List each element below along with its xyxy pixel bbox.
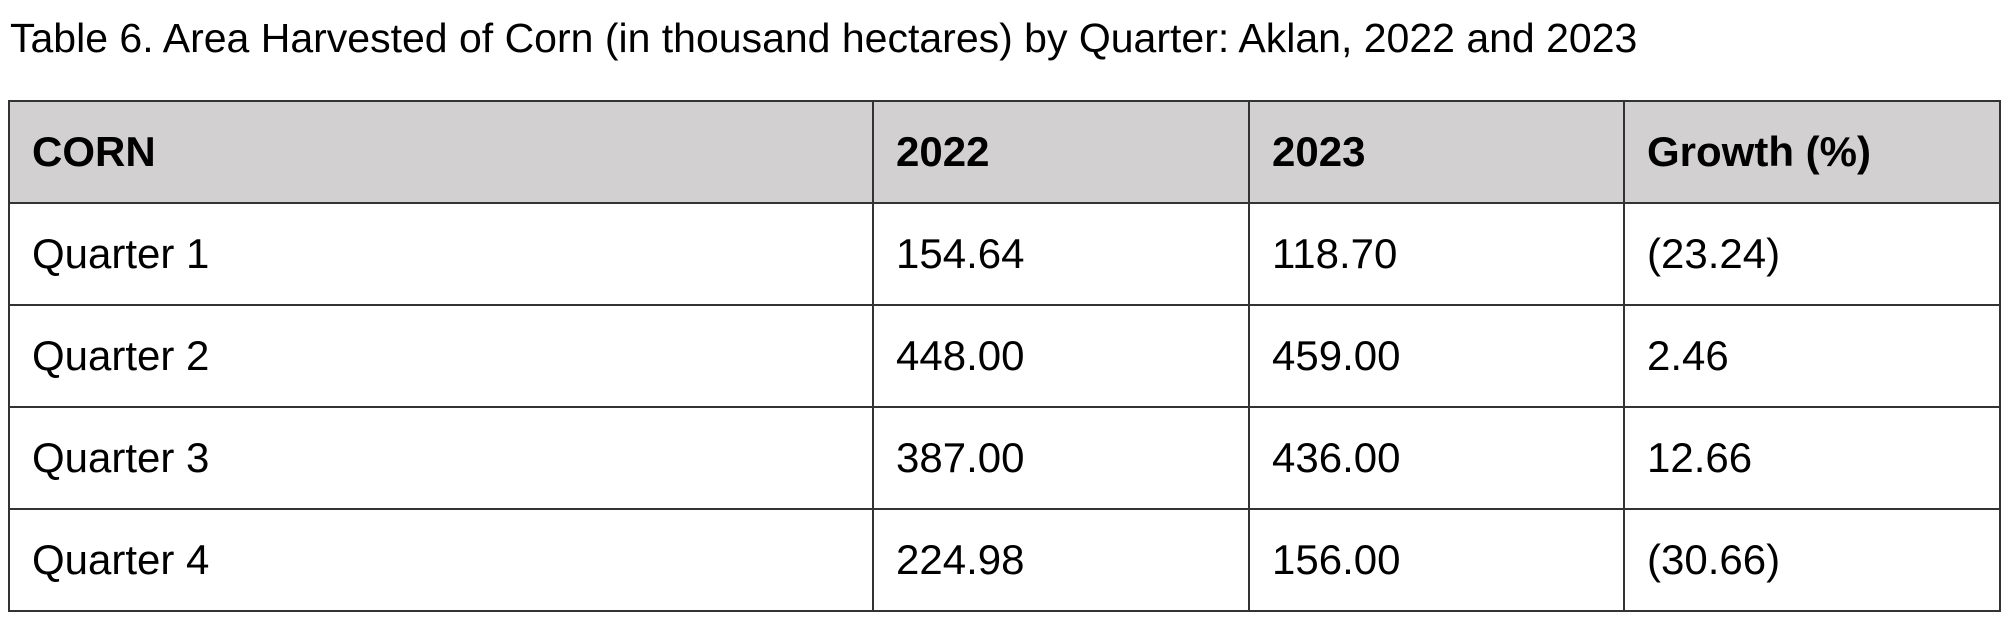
table-cell: (30.66) bbox=[1623, 508, 2001, 612]
table-cell: Quarter 1 bbox=[8, 202, 874, 306]
header-cell: 2022 bbox=[872, 100, 1250, 204]
table-cell: 118.70 bbox=[1248, 202, 1625, 306]
table-cell: 12.66 bbox=[1623, 406, 2001, 510]
table-cell: Quarter 3 bbox=[8, 406, 874, 510]
header-cell: CORN bbox=[8, 100, 874, 204]
table-row: Quarter 4 224.98 156.00 (30.66) bbox=[8, 508, 2001, 612]
header-row: CORN 2022 2023 Growth (%) bbox=[8, 100, 2001, 204]
table-cell: 224.98 bbox=[872, 508, 1250, 612]
table-cell: Quarter 2 bbox=[8, 304, 874, 408]
table-cell: 154.64 bbox=[872, 202, 1250, 306]
table-cell: 156.00 bbox=[1248, 508, 1625, 612]
table-cell: 387.00 bbox=[872, 406, 1250, 510]
table-cell: 2.46 bbox=[1623, 304, 2001, 408]
table-cell: Quarter 4 bbox=[8, 508, 874, 612]
table-row: Quarter 1 154.64 118.70 (23.24) bbox=[8, 202, 2001, 306]
data-table: CORN 2022 2023 Growth (%) Quarter 1 154.64 11… bbox=[8, 100, 2001, 612]
table-cell: 436.00 bbox=[1248, 406, 1625, 510]
table-row: Quarter 2 448.00 459.00 2.46 bbox=[8, 304, 2001, 408]
table-head: CORN 2022 2023 Growth (%) bbox=[8, 100, 2001, 204]
table-title: Table 6. Area Harvested of Corn (in thou… bbox=[10, 15, 1638, 61]
table-body: Quarter 1 154.64 118.70 (23.24) Quarter 2 448… bbox=[8, 202, 2001, 612]
table-cell: (23.24) bbox=[1623, 202, 2001, 306]
table-cell: 448.00 bbox=[872, 304, 1250, 408]
table-row: Quarter 3 387.00 436.00 12.66 bbox=[8, 406, 2001, 510]
header-cell: Growth (%) bbox=[1623, 100, 2001, 204]
table-cell: 459.00 bbox=[1248, 304, 1625, 408]
header-cell: 2023 bbox=[1248, 100, 1625, 204]
